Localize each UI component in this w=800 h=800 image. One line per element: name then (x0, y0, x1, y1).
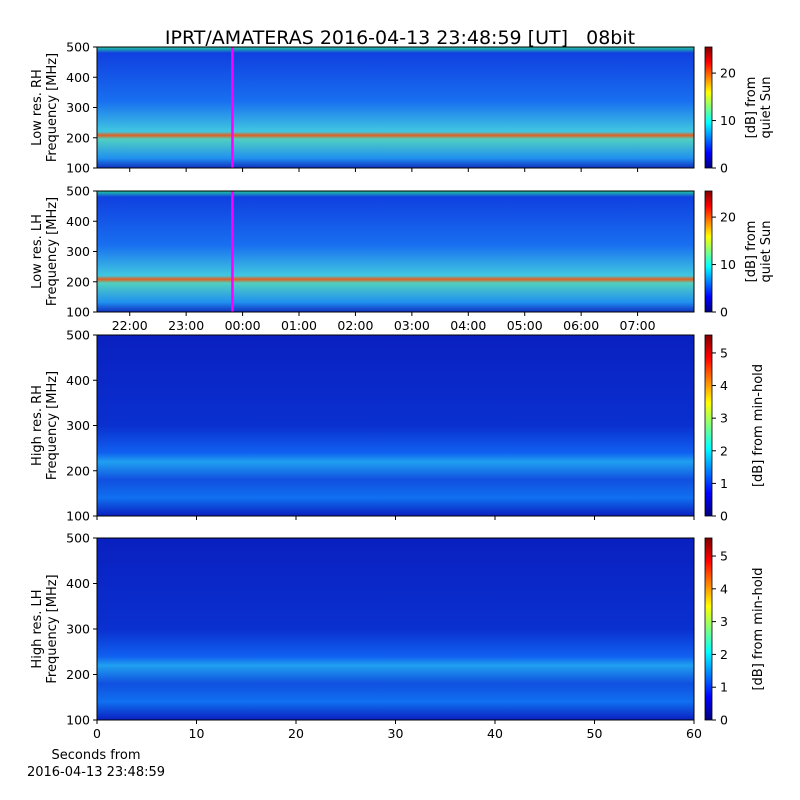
x-tick-label: 03:00 (394, 318, 430, 333)
colorbar-label: [dB] from min-hold (751, 567, 766, 690)
colorbar (704, 190, 713, 313)
y-tick-label: 400 (66, 214, 90, 229)
spectrogram (97, 47, 694, 168)
x-tick-label: 30 (388, 726, 404, 741)
y-tick-label: 400 (66, 373, 90, 388)
colorbar-label: [dB] from min-hold (751, 364, 766, 487)
colorbar-tick-label: 1 (720, 476, 728, 491)
colorbar-tick-label: 20 (720, 66, 736, 81)
x-axis-label: Seconds from 2016-04-13 23:48:59 (27, 748, 165, 780)
y-tick-label: 200 (66, 463, 90, 478)
y-tick-label: 300 (66, 100, 90, 115)
x-tick-label: 01:00 (281, 318, 317, 333)
x-tick-label: 05:00 (507, 318, 543, 333)
colorbar-tick-label: 20 (720, 210, 736, 225)
x-tick-label: 22:00 (112, 318, 148, 333)
y-tick-label: 500 (66, 40, 90, 55)
y-tick-label: 400 (66, 70, 90, 85)
x-tick-label: 50 (587, 726, 603, 741)
colorbar-label-line: quiet Sun (759, 220, 774, 282)
colorbar-tick-label: 5 (720, 345, 728, 360)
x-tick-label: 40 (487, 726, 503, 741)
y-axis-label: High res. LHFrequency [MHz] (30, 574, 60, 683)
x-tick-label: 60 (686, 726, 702, 741)
colorbar-tick-label: 3 (720, 411, 728, 426)
colorbar-label-line: [dB] from min-hold (751, 567, 766, 690)
colorbar-tick-label: 0 (720, 161, 728, 176)
y-axis-label: Low res. RHFrequency [MHz] (30, 53, 60, 162)
y-tick-label: 400 (66, 576, 90, 591)
colorbar-tick-label: 10 (720, 257, 736, 272)
x-axis-label-line: Seconds from (51, 748, 140, 763)
y-axis-label-line: Frequency [MHz] (45, 197, 60, 306)
x-tick-label: 06:00 (563, 318, 599, 333)
colorbar (704, 537, 713, 721)
colorbar-label-line: [dB] from (744, 77, 759, 139)
y-tick-label: 500 (66, 184, 90, 199)
colorbar-label-line: [dB] from (744, 221, 759, 283)
y-tick-label: 100 (66, 713, 90, 728)
y-tick-label: 200 (66, 667, 90, 682)
y-axis-label-line: Frequency [MHz] (45, 574, 60, 683)
y-axis-label-line: High res. LH (30, 589, 45, 668)
y-tick-label: 500 (66, 328, 90, 343)
y-tick-label: 100 (66, 161, 90, 176)
colorbar (704, 46, 713, 169)
x-tick-label: 07:00 (620, 318, 656, 333)
y-axis-label: High res. RHFrequency [MHz] (30, 371, 60, 480)
colorbar-tick-label: 0 (720, 713, 728, 728)
colorbar-tick-label: 0 (720, 509, 728, 524)
x-tick-label: 23:00 (168, 318, 204, 333)
colorbar-tick-label: 4 (720, 581, 728, 596)
colorbar-tick-label: 10 (720, 113, 736, 128)
y-tick-label: 200 (66, 274, 90, 289)
y-tick-label: 500 (66, 531, 90, 546)
x-tick-label: 20 (288, 726, 304, 741)
x-tick-label: 04:00 (450, 318, 486, 333)
colorbar-label-line: [dB] from min-hold (751, 364, 766, 487)
colorbar-label: [dB] fromquiet Sun (744, 76, 774, 138)
spectrogram (97, 335, 694, 516)
colorbar-label-line: quiet Sun (759, 76, 774, 138)
x-tick-label: 10 (189, 726, 205, 741)
y-tick-label: 300 (66, 622, 90, 637)
spectrogram (97, 191, 694, 312)
y-tick-label: 300 (66, 244, 90, 259)
y-axis-label-line: Frequency [MHz] (45, 371, 60, 480)
colorbar-tick-label: 2 (720, 443, 728, 458)
y-axis-label-line: Low res. LH (30, 214, 45, 289)
colorbar-tick-label: 2 (720, 647, 728, 662)
y-tick-label: 300 (66, 418, 90, 433)
x-tick-label: 0 (93, 726, 101, 741)
y-tick-label: 100 (66, 305, 90, 320)
y-axis-label-line: High res. RH (30, 385, 45, 466)
colorbar (704, 334, 713, 517)
y-axis-label: Low res. LHFrequency [MHz] (30, 197, 60, 306)
colorbar-tick-label: 4 (720, 378, 728, 393)
x-tick-label: 02:00 (337, 318, 373, 333)
colorbar-label: [dB] fromquiet Sun (744, 220, 774, 282)
x-axis-label-line: 2016-04-13 23:48:59 (27, 765, 165, 780)
y-tick-label: 100 (66, 509, 90, 524)
chart-title: IPRT/AMATERAS 2016-04-13 23:48:59 [UT] 0… (165, 27, 635, 49)
colorbar-tick-label: 0 (720, 305, 728, 320)
y-axis-label-line: Low res. RH (30, 69, 45, 146)
y-axis-label-line: Frequency [MHz] (45, 53, 60, 162)
x-tick-label: 00:00 (225, 318, 261, 333)
colorbar-tick-label: 1 (720, 680, 728, 695)
y-tick-label: 200 (66, 130, 90, 145)
spectrogram (97, 538, 694, 720)
colorbar-tick-label: 3 (720, 614, 728, 629)
colorbar-tick-label: 5 (720, 549, 728, 564)
